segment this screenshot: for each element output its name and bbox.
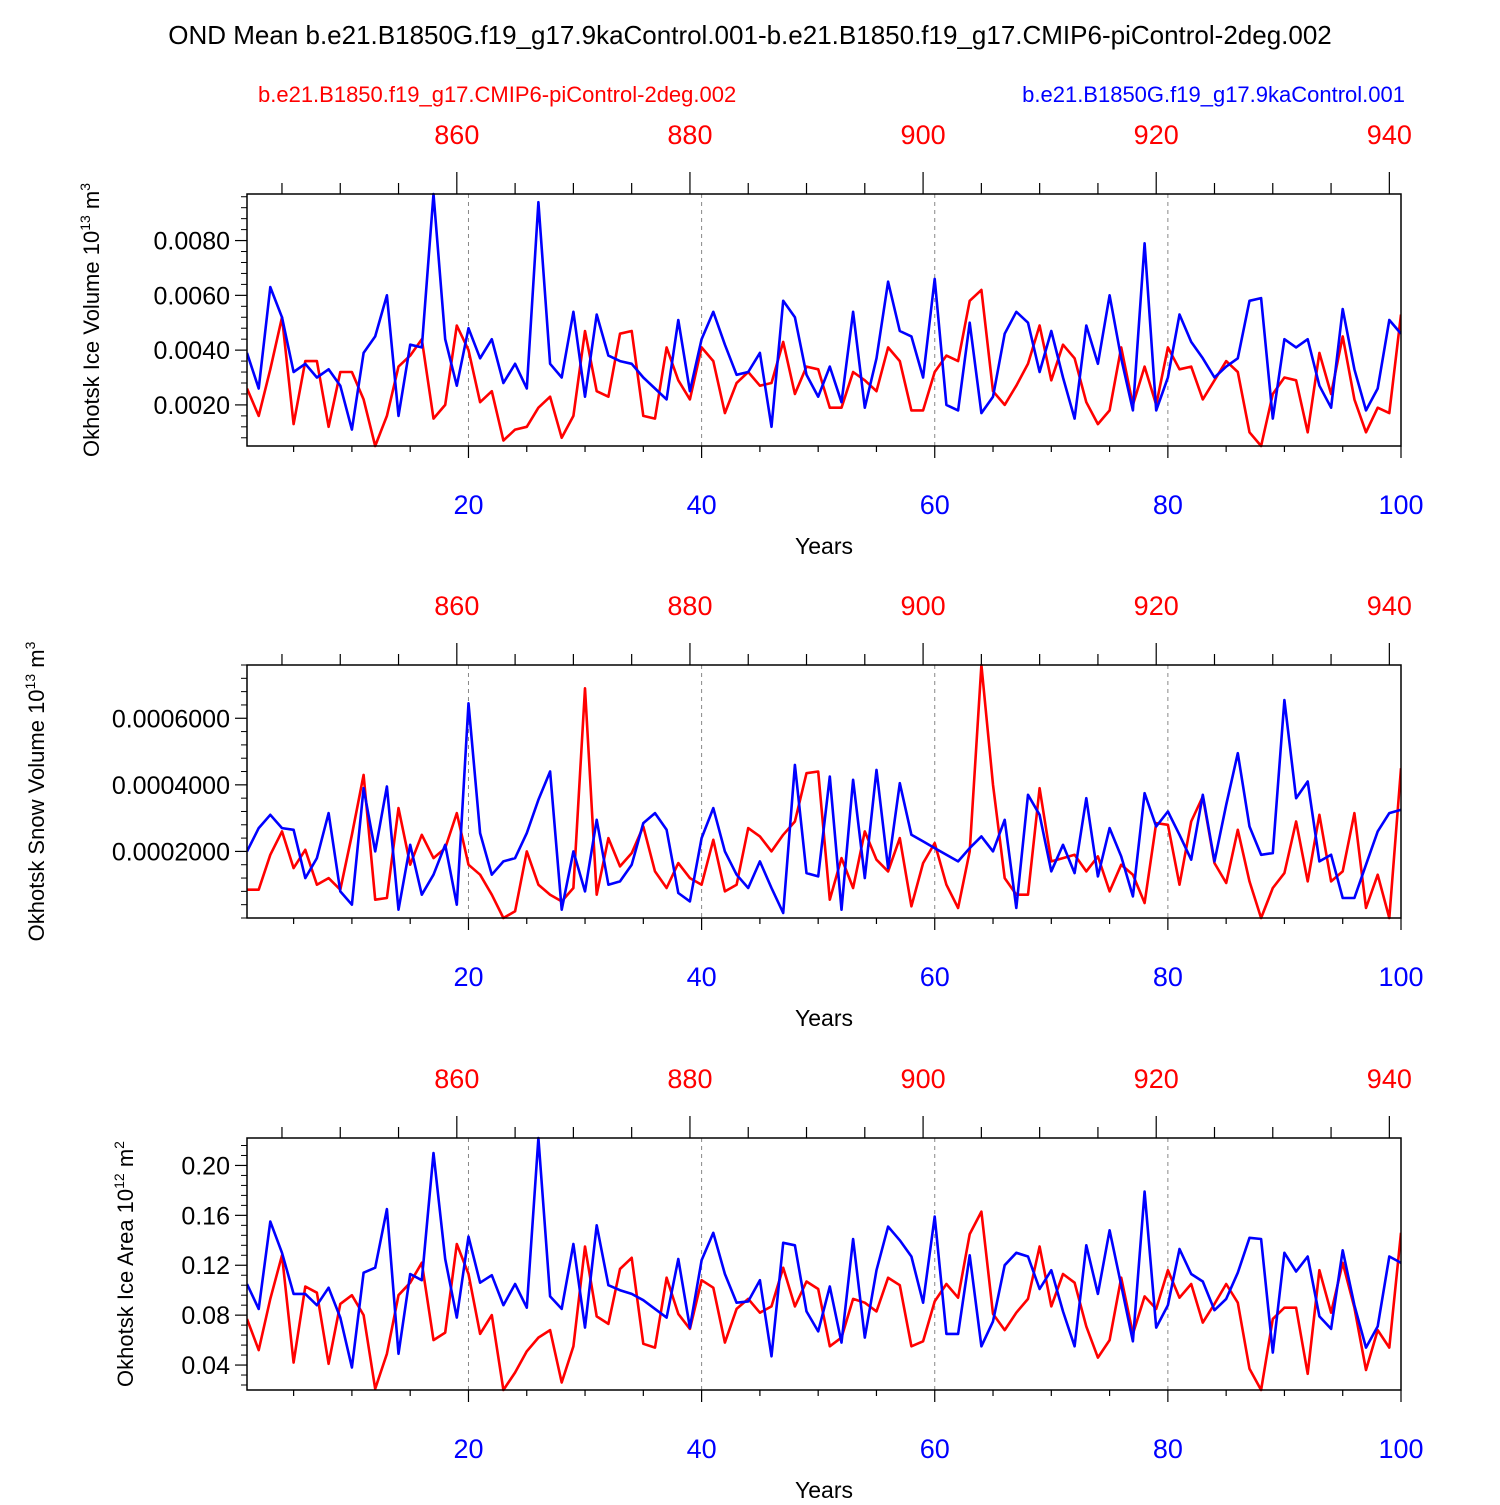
top-x-tick-label: 920	[1134, 591, 1179, 621]
series-line-blue	[247, 192, 1401, 431]
top-x-tick-label: 940	[1367, 1064, 1412, 1094]
top-x-tick-label: 860	[434, 1064, 479, 1094]
y-tick-label: 0.0004000	[112, 772, 230, 800]
x-tick-label: 40	[687, 962, 717, 992]
y-axis-label-main: Okhotsk Ice Area 10	[113, 1189, 138, 1387]
top-x-tick-label: 940	[1367, 591, 1412, 621]
x-tick-label: 60	[920, 490, 950, 520]
plot-frame	[246, 193, 1402, 447]
y-tick-label: 0.0040	[154, 337, 230, 365]
y-axis-label-unit-exponent: 2	[111, 1141, 127, 1149]
top-x-tick-label: 880	[667, 120, 712, 150]
panel-3: 20 40 60 80 100 Years 860 880 900 920 940 0.04 0.08 0…	[111, 1064, 1424, 1503]
legend-blue-label: b.e21.B1850G.f19_g17.9kaControl.001	[1022, 82, 1405, 107]
x-axis-label: Years	[795, 1005, 853, 1031]
y-axis-label-main: Okhotsk Ice Volume 10	[79, 231, 104, 457]
y-axis-label-unit-exponent: 3	[22, 641, 38, 649]
panels: 20 40 60 80 100 Years 860 880 900 920 940 0.0020 0.0…	[22, 120, 1424, 1503]
panel-1: 20 40 60 80 100 Years 860 880 900 920 940 0.0020 0.0…	[77, 120, 1424, 559]
series-line-blue	[247, 698, 1401, 915]
top-x-tick-label: 900	[901, 1064, 946, 1094]
plot-frame	[246, 664, 1402, 919]
x-tick-label: 40	[687, 490, 717, 520]
x-tick-label: 80	[1153, 1434, 1183, 1464]
x-axis-label: Years	[795, 533, 853, 559]
top-x-tick-label: 880	[667, 591, 712, 621]
x-tick-label: 20	[453, 962, 483, 992]
y-axis-label: Okhotsk Ice Volume 1013 m3	[77, 183, 104, 457]
top-x-tick-label: 900	[901, 591, 946, 621]
y-axis-label: Okhotsk Ice Area 1012 m2	[111, 1141, 138, 1387]
y-axis-label-exponent: 13	[77, 215, 93, 231]
top-x-tick-label: 860	[434, 120, 479, 150]
series-line-blue	[247, 1136, 1401, 1369]
y-tick-label: 0.04	[181, 1352, 230, 1380]
x-tick-label: 60	[920, 962, 950, 992]
y-tick-label: 0.20	[181, 1152, 230, 1180]
y-tick-label: 0.0080	[154, 228, 230, 256]
plot-frame	[246, 1137, 1402, 1391]
top-x-tick-label: 920	[1134, 120, 1179, 150]
x-tick-label: 100	[1378, 1434, 1423, 1464]
y-axis-label-main: Okhotsk Snow Volume 10	[24, 689, 49, 941]
top-x-tick-label: 940	[1367, 120, 1412, 150]
x-tick-label: 20	[453, 1434, 483, 1464]
main-title: OND Mean b.e21.B1850G.f19_g17.9kaControl…	[168, 20, 1332, 50]
y-axis-label-unit: m	[79, 191, 104, 215]
y-axis-label-unit-exponent: 3	[77, 183, 93, 191]
x-tick-label: 100	[1378, 962, 1423, 992]
legend-red-label: b.e21.B1850.f19_g17.CMIP6-piControl-2deg…	[258, 82, 736, 107]
series-line-red	[247, 288, 1401, 448]
x-tick-label: 80	[1153, 490, 1183, 520]
top-x-tick-label: 920	[1134, 1064, 1179, 1094]
y-tick-label: 0.0006000	[112, 705, 230, 733]
x-tick-label: 60	[920, 1434, 950, 1464]
y-axis-label-unit: m	[113, 1149, 138, 1173]
x-tick-label: 80	[1153, 962, 1183, 992]
top-x-tick-label: 880	[667, 1064, 712, 1094]
y-axis-label-exponent: 12	[111, 1173, 127, 1189]
panel-2: 20 40 60 80 100 Years 860 880 900 920 940 0.0002000…	[22, 591, 1424, 1031]
y-tick-label: 0.0020	[154, 392, 230, 420]
top-x-tick-label: 900	[901, 120, 946, 150]
y-axis-label: Okhotsk Snow Volume 1013 m3	[22, 641, 49, 941]
y-tick-label: 0.12	[181, 1252, 230, 1280]
x-axis-label: Years	[795, 1477, 853, 1500]
top-x-tick-label: 860	[434, 591, 479, 621]
x-tick-label: 100	[1378, 490, 1423, 520]
y-axis-label-unit: m	[24, 649, 49, 673]
y-axis-label-exponent: 13	[22, 674, 38, 690]
series-line-red	[247, 1210, 1401, 1392]
y-tick-label: 0.0060	[154, 282, 230, 310]
x-tick-label: 40	[687, 1434, 717, 1464]
y-tick-label: 0.08	[181, 1302, 230, 1330]
y-tick-label: 0.0002000	[112, 838, 230, 866]
y-tick-label: 0.16	[181, 1202, 230, 1230]
x-tick-label: 20	[453, 490, 483, 520]
